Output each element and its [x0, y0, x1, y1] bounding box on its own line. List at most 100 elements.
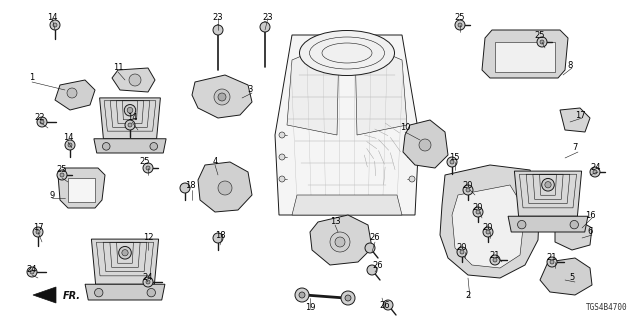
Circle shape — [466, 188, 470, 192]
Polygon shape — [440, 165, 540, 278]
Circle shape — [147, 288, 156, 297]
Circle shape — [124, 105, 136, 116]
Circle shape — [128, 123, 132, 127]
Polygon shape — [55, 80, 95, 110]
Text: 9: 9 — [49, 190, 54, 199]
Circle shape — [493, 258, 497, 262]
Text: 26: 26 — [380, 300, 390, 309]
Circle shape — [299, 292, 305, 298]
Text: 7: 7 — [572, 143, 578, 153]
Circle shape — [95, 288, 103, 297]
Text: 18: 18 — [185, 180, 195, 189]
Circle shape — [68, 143, 72, 147]
Circle shape — [419, 139, 431, 151]
Text: 20: 20 — [457, 244, 467, 252]
Polygon shape — [192, 75, 252, 118]
Circle shape — [143, 163, 153, 173]
Circle shape — [457, 247, 467, 257]
Text: 25: 25 — [455, 13, 465, 22]
Circle shape — [279, 176, 285, 182]
Polygon shape — [310, 215, 372, 265]
Circle shape — [518, 220, 526, 229]
Circle shape — [345, 295, 351, 301]
Text: 6: 6 — [588, 228, 593, 236]
Text: 5: 5 — [570, 274, 575, 283]
Text: 23: 23 — [212, 13, 223, 22]
Text: 25: 25 — [140, 157, 150, 166]
Text: TGS4B4700: TGS4B4700 — [586, 303, 628, 312]
Polygon shape — [508, 216, 588, 232]
Text: 12: 12 — [143, 234, 153, 243]
Text: 26: 26 — [372, 260, 383, 269]
Circle shape — [541, 179, 554, 191]
Text: 19: 19 — [305, 303, 316, 313]
Circle shape — [473, 207, 483, 217]
Circle shape — [483, 227, 493, 237]
Text: 26: 26 — [370, 234, 380, 243]
Circle shape — [65, 140, 75, 150]
Circle shape — [30, 270, 34, 274]
Circle shape — [146, 280, 150, 284]
Polygon shape — [92, 239, 159, 284]
Circle shape — [67, 88, 77, 98]
Circle shape — [218, 181, 232, 195]
Text: 17: 17 — [575, 110, 586, 119]
Circle shape — [180, 183, 190, 193]
Polygon shape — [100, 98, 161, 139]
Circle shape — [118, 246, 131, 259]
Circle shape — [540, 40, 544, 44]
Polygon shape — [495, 42, 555, 72]
Polygon shape — [85, 284, 165, 300]
Text: 21: 21 — [547, 253, 557, 262]
Text: 20: 20 — [463, 180, 473, 189]
Circle shape — [125, 120, 135, 130]
Circle shape — [129, 74, 141, 86]
Text: 24: 24 — [591, 164, 601, 172]
Polygon shape — [68, 178, 95, 202]
Circle shape — [458, 23, 462, 27]
Circle shape — [213, 25, 223, 35]
Circle shape — [550, 260, 554, 264]
Circle shape — [260, 22, 270, 32]
Text: FR.: FR. — [63, 291, 81, 301]
Text: 14: 14 — [127, 114, 137, 123]
Circle shape — [545, 181, 551, 188]
Circle shape — [36, 230, 40, 234]
Circle shape — [50, 20, 60, 30]
Text: 24: 24 — [27, 266, 37, 275]
Polygon shape — [452, 185, 525, 268]
Text: 15: 15 — [449, 154, 460, 163]
Polygon shape — [403, 120, 448, 168]
Circle shape — [463, 185, 473, 195]
Circle shape — [447, 157, 457, 167]
Text: 18: 18 — [214, 230, 225, 239]
Circle shape — [127, 108, 133, 113]
Circle shape — [486, 230, 490, 234]
Polygon shape — [275, 35, 419, 215]
Circle shape — [330, 232, 350, 252]
Circle shape — [57, 170, 67, 180]
Text: 14: 14 — [47, 13, 57, 22]
Circle shape — [27, 267, 37, 277]
Polygon shape — [555, 220, 592, 250]
Text: 21: 21 — [490, 251, 500, 260]
Circle shape — [53, 23, 57, 27]
Polygon shape — [540, 258, 592, 295]
Polygon shape — [58, 168, 105, 208]
Circle shape — [335, 237, 345, 247]
Text: 10: 10 — [400, 124, 410, 132]
Text: 20: 20 — [483, 223, 493, 233]
Circle shape — [150, 142, 157, 150]
Circle shape — [460, 250, 464, 254]
Circle shape — [476, 210, 480, 214]
Polygon shape — [482, 30, 568, 78]
Circle shape — [547, 257, 557, 267]
Text: 13: 13 — [330, 218, 340, 227]
Circle shape — [450, 160, 454, 164]
Circle shape — [122, 250, 128, 256]
Circle shape — [365, 243, 375, 253]
Text: 17: 17 — [33, 223, 44, 233]
Text: 23: 23 — [262, 13, 273, 22]
Circle shape — [570, 220, 579, 229]
Circle shape — [37, 117, 47, 127]
